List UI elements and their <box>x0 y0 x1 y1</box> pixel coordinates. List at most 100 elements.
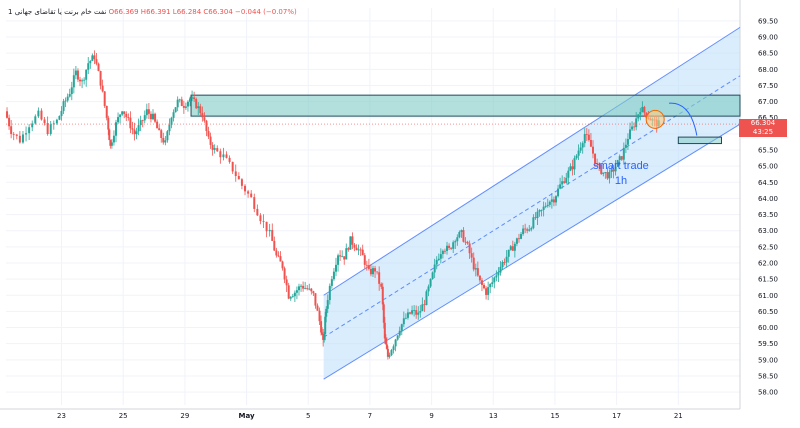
candle-body <box>524 228 527 230</box>
candle-body <box>133 129 136 135</box>
y-tick-label: 60.50 <box>758 308 778 316</box>
candle-body <box>372 268 374 275</box>
candle-body <box>213 148 216 150</box>
candle-body <box>103 91 106 106</box>
candle-body <box>380 283 383 287</box>
candle-body <box>388 355 391 357</box>
x-tick-label: 9 <box>429 412 433 420</box>
regression-channel[interactable] <box>323 26 741 380</box>
candle-body <box>237 175 240 180</box>
candle-body <box>287 285 290 299</box>
candle-body <box>639 111 642 115</box>
candle-body <box>365 264 368 266</box>
candle-body <box>25 133 28 135</box>
candle-body <box>225 154 228 158</box>
candle-body <box>581 143 584 148</box>
candle-body <box>536 211 539 218</box>
candle-body <box>43 119 46 124</box>
candle-body <box>117 117 120 123</box>
candle-body <box>259 215 262 222</box>
candle-body <box>559 184 562 189</box>
candle-body <box>641 106 644 112</box>
candle-body <box>450 247 453 249</box>
y-tick-label: 59.00 <box>758 356 778 364</box>
x-tick-label: 7 <box>368 412 372 420</box>
candle-body <box>234 171 237 176</box>
candle-body <box>517 238 520 240</box>
candle-body <box>228 157 231 162</box>
candle-body <box>34 116 37 124</box>
candle-body <box>285 279 288 286</box>
candle-body <box>423 304 426 306</box>
candle-body <box>209 136 212 145</box>
candle-body <box>557 188 560 197</box>
candle-body <box>396 335 399 340</box>
candle-body <box>485 288 488 295</box>
candle-body <box>637 114 640 119</box>
candle-body <box>265 221 268 232</box>
candle-body <box>355 247 358 251</box>
candle-body <box>222 154 225 158</box>
resistance-zone <box>190 94 741 117</box>
candle-body <box>271 229 274 241</box>
candle-body <box>240 179 243 186</box>
candle-body <box>633 126 636 128</box>
candle-body <box>629 129 632 140</box>
candle-body <box>522 228 525 235</box>
candle-body <box>332 271 335 280</box>
candle-body <box>544 206 547 207</box>
candle-body <box>312 291 315 294</box>
candle-body <box>620 156 623 160</box>
candle-body <box>174 107 177 113</box>
x-tick-label: 25 <box>119 412 128 420</box>
candle-body <box>474 268 477 270</box>
candle-body <box>573 158 576 170</box>
candle-body <box>60 110 63 116</box>
candle-body <box>594 153 597 164</box>
candle-body <box>503 261 506 263</box>
candle-body <box>501 261 504 267</box>
candle-body <box>125 113 128 118</box>
candle-body <box>99 70 102 86</box>
candle-body <box>376 271 379 273</box>
candle-body <box>374 268 377 272</box>
candle-body <box>532 217 535 229</box>
candle-body <box>349 236 352 250</box>
y-tick-label: 65.50 <box>758 147 778 155</box>
candle-body <box>46 123 49 135</box>
candle-body <box>64 100 67 102</box>
candle-body <box>381 286 384 305</box>
x-tick-label: May <box>239 412 255 420</box>
candle-body <box>456 237 459 242</box>
candle-body <box>417 312 420 315</box>
candle-body <box>415 310 418 315</box>
candle-body <box>347 248 350 250</box>
candle-body <box>435 259 438 265</box>
candle-body <box>548 201 551 205</box>
price-zones[interactable] <box>190 94 741 145</box>
highlight-circle <box>645 109 665 129</box>
candle-body <box>383 322 386 339</box>
x-tick-label: 23 <box>57 412 66 420</box>
candle-body <box>211 144 214 150</box>
x-tick-label: 5 <box>306 412 310 420</box>
candle-body <box>170 117 173 125</box>
candle-body <box>390 350 393 356</box>
candle-body <box>247 191 250 194</box>
candle-body <box>203 117 206 121</box>
smart-trade-annotation[interactable]: smart trade 1h <box>571 159 671 189</box>
candle-body <box>470 253 473 258</box>
candle-body <box>273 240 276 251</box>
candle-body <box>18 135 21 143</box>
candle-body <box>40 110 43 120</box>
candle-body <box>587 134 590 141</box>
candle-body <box>21 134 24 143</box>
candle-body <box>491 282 494 285</box>
candle-body <box>119 114 122 118</box>
candle-body <box>31 123 34 128</box>
channel-fill <box>323 27 740 380</box>
candle-body <box>495 275 498 278</box>
candle-body <box>281 261 284 269</box>
candle-body <box>193 97 196 100</box>
